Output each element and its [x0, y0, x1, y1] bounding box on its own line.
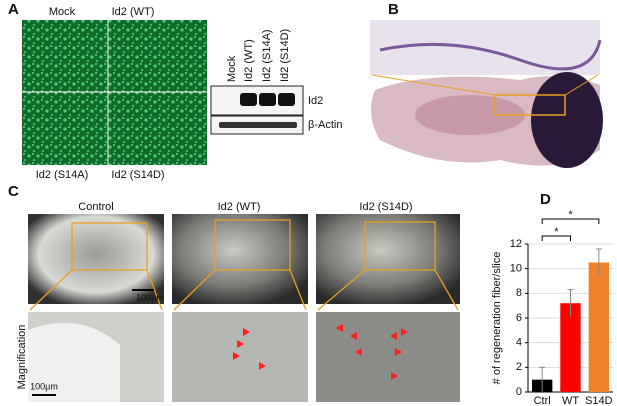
tissue: [28, 322, 120, 402]
stain: [531, 72, 603, 168]
y-tick-label: 6: [516, 312, 522, 324]
row-label: Magnification: [16, 325, 28, 390]
y-tick-label: 2: [516, 361, 522, 373]
micrograph: [316, 312, 460, 402]
lane-label: Id2 (WT): [243, 39, 255, 82]
image-label: Id2 (WT): [112, 6, 155, 18]
band: [219, 122, 297, 128]
band: [240, 93, 257, 106]
y-tick-label: 4: [516, 337, 522, 349]
y-tick-label: 12: [510, 238, 522, 250]
column-label: Id2 (WT): [218, 201, 261, 213]
column-label: Id2 (S14D): [359, 201, 412, 213]
panel-label: B: [388, 1, 399, 18]
significance-label: *: [568, 209, 573, 221]
panel-label: A: [8, 1, 19, 18]
image-label: Mock: [49, 6, 76, 18]
fibers: [379, 39, 602, 71]
micrograph: [172, 312, 308, 402]
image-label: Id2 (S14D): [111, 169, 164, 181]
blot-lanes: Mock Id2 (WT) Id2 (S14A) Id2 (S14D): [226, 29, 291, 82]
y-tick-label: 0: [516, 386, 522, 398]
y-tick-label: 10: [510, 263, 522, 275]
band: [278, 93, 295, 106]
lane-label: Mock: [226, 55, 238, 82]
bar: [588, 262, 610, 392]
magnified-strip: [370, 20, 600, 75]
x-tick-label: Ctrl: [534, 395, 551, 406]
y-axis-title: # of regeneration fiber/slice: [491, 252, 503, 385]
zoom-line: [564, 74, 599, 96]
bar: [560, 303, 581, 392]
panel-label: C: [8, 183, 19, 200]
scale-bar-label: 100μm: [136, 292, 164, 302]
band: [259, 93, 276, 106]
lane-label: Id2 (S14D): [279, 29, 291, 82]
image-label: Id2 (S14A): [36, 169, 89, 181]
arrowheads: [233, 324, 408, 380]
micrograph: [316, 214, 460, 304]
zoom-box: [494, 94, 566, 116]
stain: [415, 95, 525, 135]
column-label: Control: [78, 201, 113, 213]
row-label: β-Actin: [308, 119, 342, 131]
significance-bracket: [541, 218, 600, 224]
micrograph: [172, 214, 308, 304]
x-tick-label: WT: [562, 395, 579, 406]
scale-bar-label: 100μm: [30, 381, 58, 391]
significance-label: *: [554, 226, 559, 238]
zoom-line: [371, 74, 496, 96]
lane-label: Id2 (S14A): [261, 29, 273, 82]
panel-label: D: [540, 191, 551, 208]
row-label: Id2: [308, 95, 323, 107]
x-tick-label: S14D: [585, 395, 613, 406]
zoom-boxes: [29, 219, 459, 311]
y-tick-label: 8: [516, 287, 522, 299]
significance-bracket: [541, 235, 571, 241]
